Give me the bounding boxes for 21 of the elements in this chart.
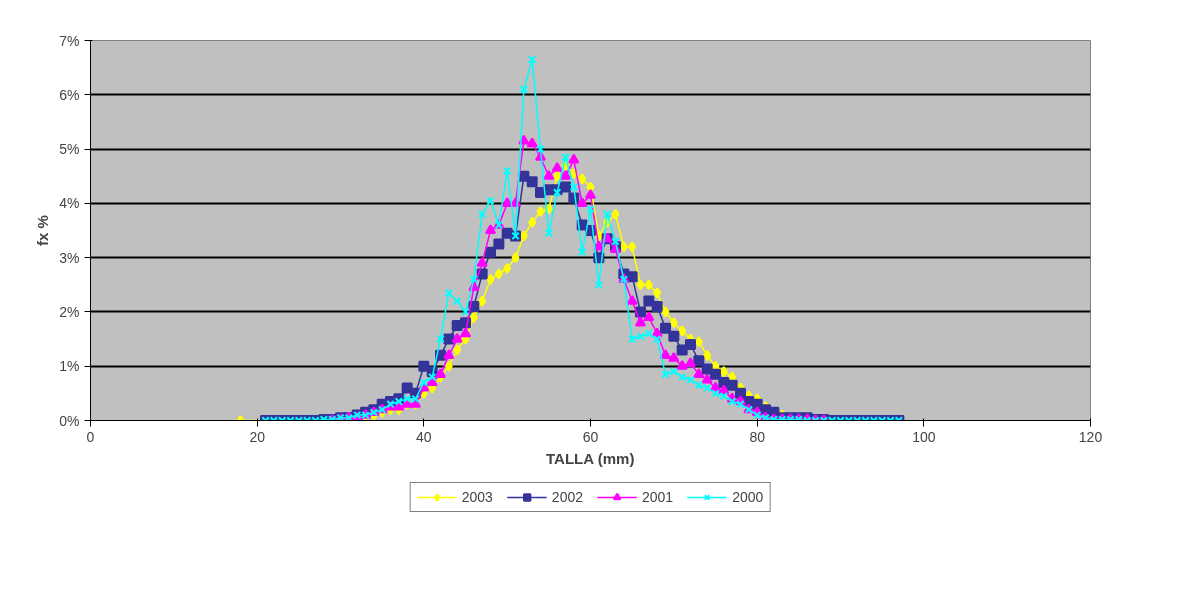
legend-label: 2000 <box>732 489 764 505</box>
y-tick-label: 4% <box>59 195 80 212</box>
y-axis-title: fx % <box>34 215 52 246</box>
x-axis-title: TALLA (mm) <box>546 449 635 467</box>
x-tick-label: 80 <box>749 428 766 445</box>
x-tick-label: 120 <box>1078 428 1103 445</box>
legend-label: 2001 <box>642 489 674 505</box>
y-tick-label: 6% <box>59 86 80 103</box>
legend-label: 2003 <box>461 489 493 505</box>
y-tick-label: 2% <box>59 303 80 320</box>
y-tick-label: 1% <box>59 358 80 375</box>
x-tick-label: 60 <box>582 428 599 445</box>
x-tick-label: 40 <box>416 428 432 445</box>
legend-label: 2002 <box>551 489 583 505</box>
y-tick-label: 5% <box>59 141 80 158</box>
y-tick-label: 3% <box>59 249 80 266</box>
y-tick-label: 0% <box>59 412 80 429</box>
y-tick-label: 7% <box>59 32 80 49</box>
x-tick-label: 20 <box>249 428 266 445</box>
x-tick-label: 0 <box>86 428 95 445</box>
x-tick-label: 100 <box>912 428 936 445</box>
